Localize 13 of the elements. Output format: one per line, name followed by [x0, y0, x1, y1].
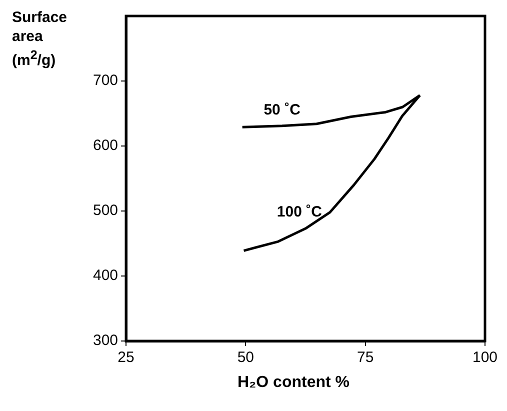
series-label: 100 ˚C — [276, 203, 322, 220]
x-tick-label: 75 — [357, 349, 374, 366]
y-tick-label: 700 — [92, 72, 118, 90]
y-tick-label: 400 — [92, 267, 118, 284]
x-tick-label: 50 — [237, 349, 254, 366]
y-tick-label: 300 — [92, 332, 118, 350]
x-axis-title: H₂O content % — [236, 374, 350, 392]
y-tick-label: 500 — [92, 202, 118, 220]
y-axis-title: Surface area (m$^{2}$/g) — [12, 8, 68, 70]
x-tick-label: 25 — [118, 349, 134, 366]
x-tick-label: 100 — [472, 349, 498, 366]
series-label: 50 ˚C — [264, 101, 301, 118]
y-tick-label: 600 — [92, 137, 118, 154]
